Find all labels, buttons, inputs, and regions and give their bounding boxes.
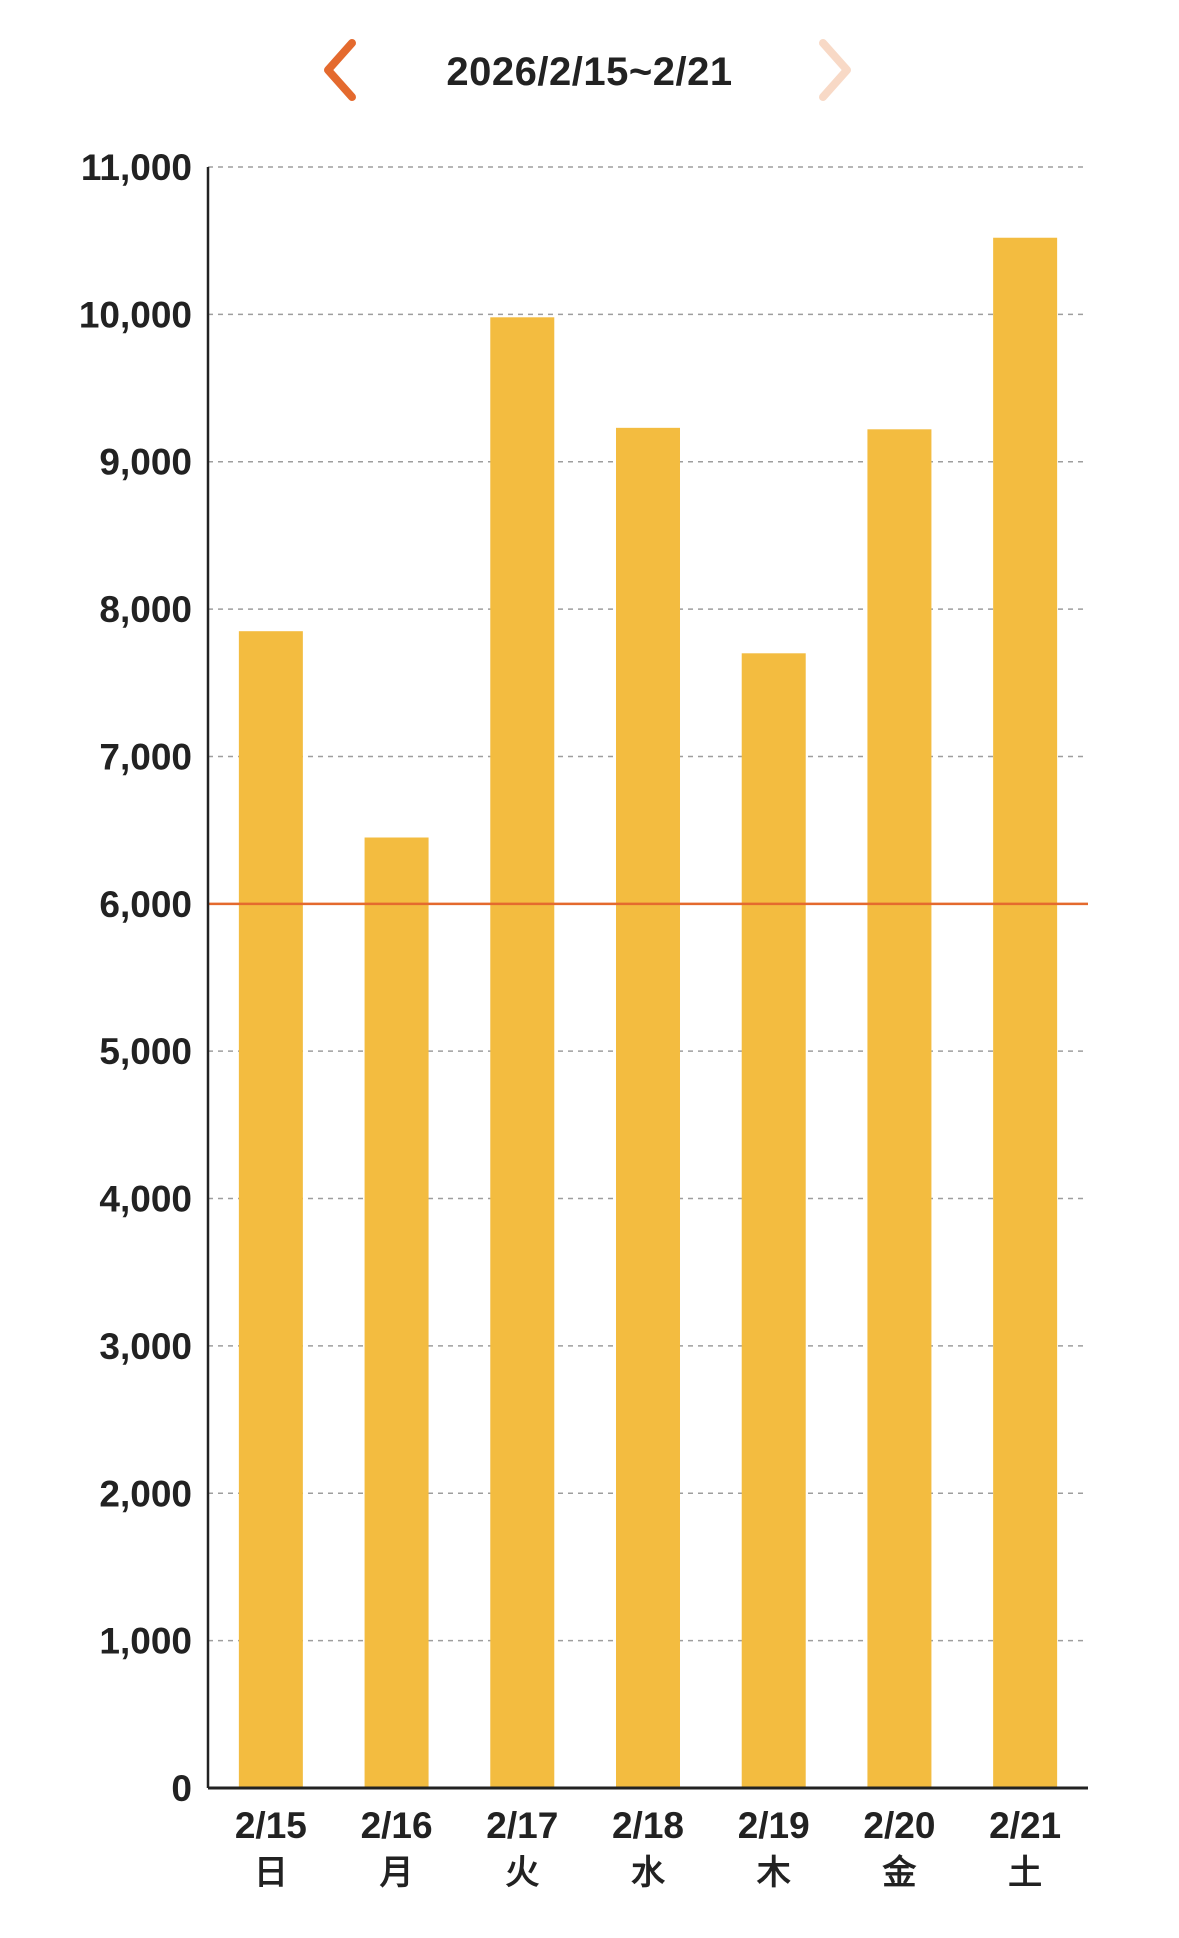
bar-2/17[interactable] [490, 317, 555, 1788]
axes [206, 167, 1088, 1790]
y-tick-label: 1,000 [99, 1621, 192, 1662]
y-tick-label: 3,000 [99, 1326, 192, 1367]
chevron-right-icon [819, 39, 851, 101]
y-tick-label: 0 [171, 1768, 192, 1809]
bar-2/16[interactable] [364, 837, 429, 1788]
y-axis-ticks: 0 1,000 2,000 3,000 4,000 5,000 6,000 7,000 8,00… [79, 147, 192, 1809]
previous-week-button[interactable] [310, 35, 370, 105]
x-axis-ticks: 2/15 日 2/16 月 2/17 火 2/18 水 2/19 木 2/20 金 2/21 土 [235, 1805, 1061, 1893]
y-tick-label: 9,000 [99, 442, 192, 483]
x-tick-label: 2/16 [361, 1805, 433, 1846]
x-tick-label: 2/19 [738, 1805, 810, 1846]
weekday-label: 土 [1008, 1853, 1042, 1893]
y-tick-label: 7,000 [99, 736, 192, 777]
weekday-label: 火 [505, 1853, 539, 1893]
bar-2/19[interactable] [741, 653, 806, 1788]
y-tick-label: 5,000 [99, 1031, 192, 1072]
y-tick-label: 6,000 [99, 884, 192, 925]
y-tick-label: 8,000 [99, 589, 192, 630]
bar-2/18[interactable] [616, 427, 680, 1789]
weekday-label: 金 [881, 1853, 917, 1893]
bar-2/20[interactable] [867, 429, 932, 1789]
weekday-label: 日 [254, 1853, 288, 1893]
y-tick-label: 10,000 [79, 294, 192, 335]
y-tick-label: 2,000 [99, 1473, 192, 1514]
x-tick-label: 2/15 [235, 1805, 307, 1846]
date-range-header: 2026/2/15~2/21 [0, 30, 1179, 120]
bar-2/15[interactable] [238, 631, 303, 1788]
weekday-label: 水 [631, 1853, 666, 1893]
y-tick-label: 11,000 [81, 147, 192, 188]
next-week-button[interactable] [805, 35, 865, 105]
x-tick-label: 2/18 [612, 1805, 684, 1846]
x-tick-label: 2/17 [486, 1805, 558, 1846]
bars [238, 237, 1058, 1789]
x-tick-label: 2/20 [863, 1805, 935, 1846]
bar-2/21[interactable] [993, 237, 1058, 1789]
chevron-left-icon [324, 39, 356, 101]
weekday-label: 木 [756, 1853, 791, 1893]
weekday-label: 月 [380, 1853, 414, 1893]
date-range-title: 2026/2/15~2/21 [446, 50, 733, 94]
x-tick-label: 2/21 [989, 1805, 1061, 1846]
y-tick-label: 4,000 [99, 1179, 192, 1220]
